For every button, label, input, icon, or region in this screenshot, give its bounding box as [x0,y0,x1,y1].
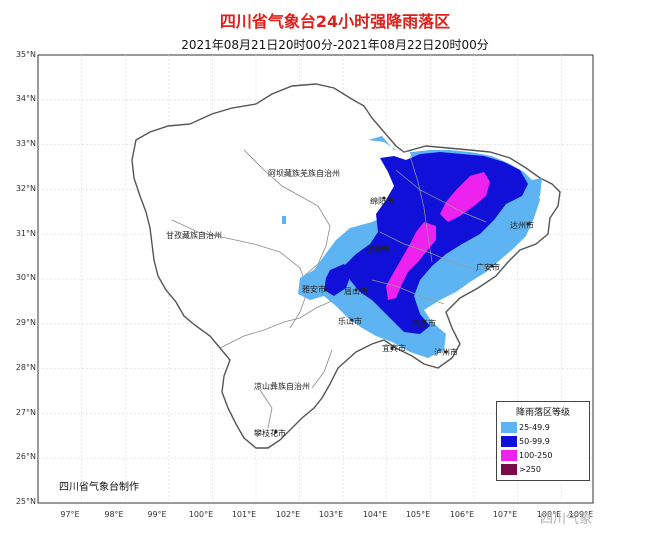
legend-item: 50-99.9 [501,436,585,448]
city-dot [354,288,358,292]
lat-label-35: 35°N [15,50,36,59]
lon-label-107: 107°E [492,510,518,519]
legend-item: 25-49.9 [501,422,585,434]
city-dot [422,320,426,324]
lon-label-103: 103°E [318,510,344,519]
lon-label-104: 104°E [362,510,388,519]
place-label-panzhihua: 攀枝花市 [254,429,286,438]
lat-label-30: 30°N [15,273,36,282]
lon-label-97: 97°E [60,510,80,519]
city-markers [274,196,530,434]
place-label-mianyang: 绵阳市 [370,197,394,206]
lat-label-33: 33°N [15,139,36,148]
legend-swatch [501,450,517,461]
legend-label: >250 [519,465,541,474]
lon-label-100: 100°E [188,510,214,519]
legend-title: 降雨落区等级 [515,408,570,418]
lat-label-25: 25°N [15,497,36,506]
rain-zone-100-250 [440,172,490,222]
place-label-dazhou: 达州市 [510,221,534,230]
prefecture-boundaries [171,149,335,429]
lon-label-102: 102°E [275,510,301,519]
rain-zone-25-49.9-fragment [532,178,542,196]
legend-swatch [501,436,517,447]
map-title: 四川省气象台24小时强降雨落区 [219,12,451,31]
place-label-meishan: 眉山市 [344,287,368,296]
lat-label-26: 26°N [15,452,36,461]
city-dot [350,318,354,322]
city-dot [324,288,328,292]
weibo-watermark: 四川气象 [540,512,593,527]
legend-label: 100-250 [519,451,553,460]
city-dot [444,350,448,354]
legend-label: 25-49.9 [519,423,550,432]
lon-label-99: 99°E [147,510,167,519]
city-dot [380,246,384,250]
legend-item: 100-250 [501,450,585,462]
city-dot [526,222,530,226]
place-label-guangan: 广安市 [476,263,500,272]
rainfall-legend: 降雨落区等级 25-49.9 50-99.9 100-250 >250 [496,401,590,481]
county-boundaries [371,155,501,305]
city-dot [274,430,278,434]
rain-zone-50-99.9-fragment [324,264,352,296]
lon-label-98: 98°E [104,510,124,519]
place-label-neijiang: 内江市 [412,319,436,328]
lat-label-31: 31°N [15,229,36,238]
lon-label-109: 109°E [568,510,594,519]
lat-label-34: 34°N [15,94,36,103]
producer-credit: 四川省气象台制作 [59,482,139,493]
lat-label-27: 27°N [15,408,36,417]
legend-swatch [501,464,517,475]
lat-label-28: 28°N [15,363,36,372]
lon-label-101: 101°E [231,510,257,519]
place-label-luzhou: 泸州市 [434,348,458,357]
place-label-deyang: 德阳市 [366,245,390,254]
lat-label-32: 32°N [15,184,36,193]
city-dot [490,264,494,268]
lon-label-105: 105°E [405,510,431,519]
place-label-aba: 阿坝藏族羌族自治州 [268,169,340,178]
city-dot [382,196,386,200]
place-label-yaan: 雅安市 [302,285,326,294]
rain-zone-25-49.9-fragment [282,216,286,224]
legend-item: >250 [501,464,585,476]
legend-swatch [501,422,517,433]
place-label-leshan: 乐山市 [338,317,362,326]
lon-label-106: 106°E [449,510,475,519]
place-label-liangshan: 凉山彝族自治州 [254,382,310,391]
place-label-yibin: 宜宾市 [382,344,406,353]
map-subtitle: 2021年08月21日20时00分-2021年08月22日20时00分 [181,38,489,52]
place-label-ganzi: 甘孜藏族自治州 [166,231,222,240]
lon-label-108: 108°E [536,510,562,519]
rain-zone-100-250 [386,222,436,300]
legend-label: 50-99.9 [519,437,550,446]
lat-label-29: 29°N [15,318,36,327]
city-dot [390,346,394,350]
